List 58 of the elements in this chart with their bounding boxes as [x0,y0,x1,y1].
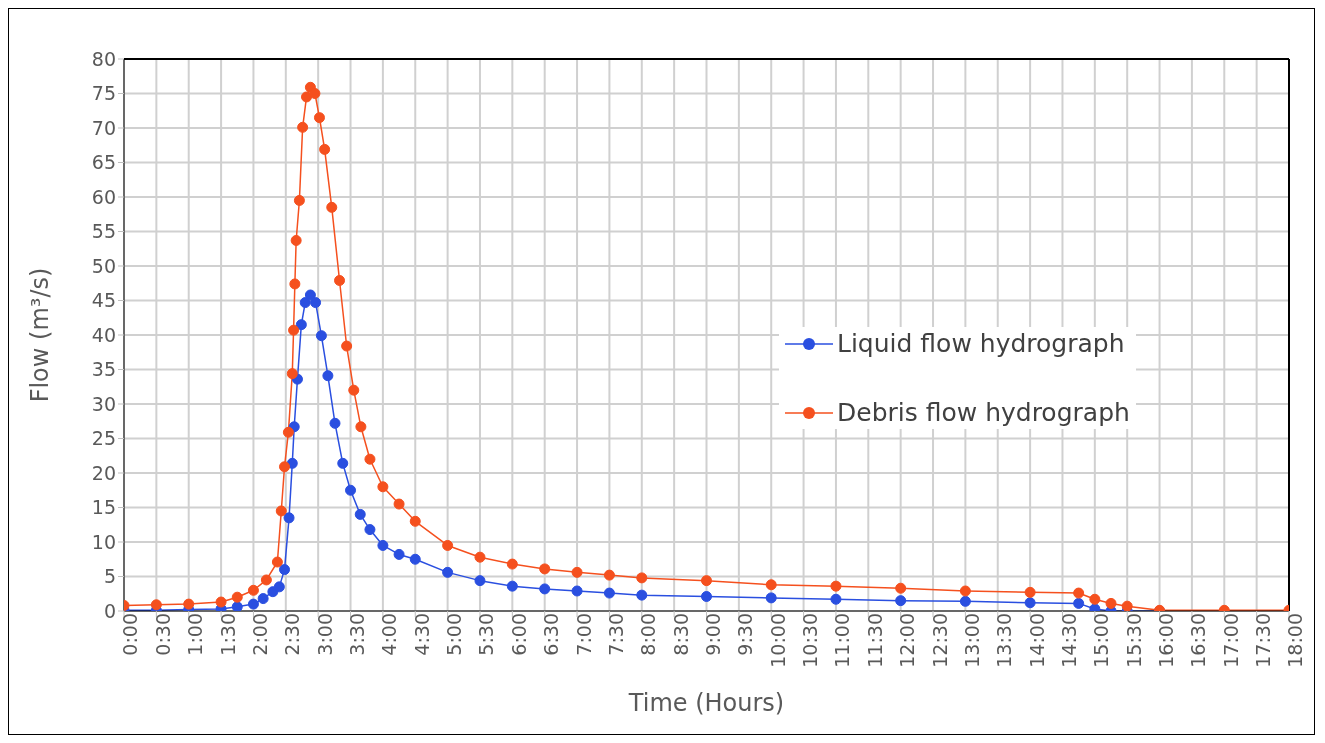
x-tick-label: 0:30 [151,613,174,656]
y-tick-label: 70 [91,116,116,139]
x-tick-label: 15:30 [1122,613,1145,668]
x-tick-label: 16:00 [1155,613,1178,668]
x-tick-label: 17:00 [1219,613,1242,668]
y-tick-label: 80 [91,47,116,70]
x-tick-label: 12:00 [896,613,919,668]
y-tick-label: 60 [91,185,116,208]
x-tick-label: 9:00 [701,613,724,656]
y-tick-label: 45 [91,289,116,312]
x-tick-label: 9:30 [734,613,757,656]
y-tick-label: 50 [91,254,116,277]
x-tick-label: 1:00 [184,613,207,656]
x-tick-label: 0:00 [119,613,142,656]
x-tick-label: 1:30 [216,613,239,656]
x-tick-label: 6:00 [507,613,530,656]
x-tick-label: 4:30 [410,613,433,656]
x-tick-label: 10:00 [766,613,789,668]
x-tick-label: 5:00 [443,613,466,656]
x-tick-label: 11:00 [831,613,854,668]
y-tick-label: 5 [103,565,116,588]
y-tick-label: 65 [91,151,116,174]
x-tick-label: 3:30 [346,613,369,656]
y-tick-label: 25 [91,427,116,450]
x-tick-label: 13:30 [993,613,1016,668]
y-tick-label: 20 [91,461,116,484]
y-tick-label: 10 [91,530,116,553]
x-tick-label: 12:30 [928,613,951,668]
x-tick-label: 16:30 [1187,613,1210,668]
x-tick-label: 15:00 [1090,613,1113,668]
x-axis-title: Time (Hours) [627,689,785,717]
x-tick-label: 5:30 [475,613,498,656]
x-tick-label: 2:30 [281,613,304,656]
x-tick-label: 14:00 [1025,613,1048,668]
x-tick-label: 2:00 [248,613,271,656]
x-tick-label: 8:00 [637,613,660,656]
y-tick-label: 35 [91,358,116,381]
y-tick-label: 0 [103,599,116,622]
y-tick-label: 30 [91,392,116,415]
legend-label: Debris flow hydrograph [837,398,1130,427]
x-tick-label: 4:00 [378,613,401,656]
x-tick-label: 7:30 [604,613,627,656]
y-axis-title: Flow (m³/s) [25,267,54,403]
x-tick-label: 3:00 [313,613,336,656]
legend-label: Liquid flow hydrograph [837,329,1125,358]
x-tick-label: 6:30 [540,613,563,656]
x-tick-label: 14:30 [1057,613,1080,668]
x-tick-label: 10:30 [799,613,822,668]
y-tick-label: 75 [91,82,116,105]
x-tick-label: 13:00 [960,613,983,668]
y-tick-label: 40 [91,323,116,346]
x-tick-label: 8:30 [669,613,692,656]
x-tick-label: 7:00 [572,613,595,656]
x-tick-label: 18:00 [1284,613,1307,668]
y-tick-label: 15 [91,496,116,519]
y-tick-label: 55 [91,220,116,243]
x-tick-label: 11:30 [863,613,886,668]
x-tick-label: 17:30 [1252,613,1275,668]
